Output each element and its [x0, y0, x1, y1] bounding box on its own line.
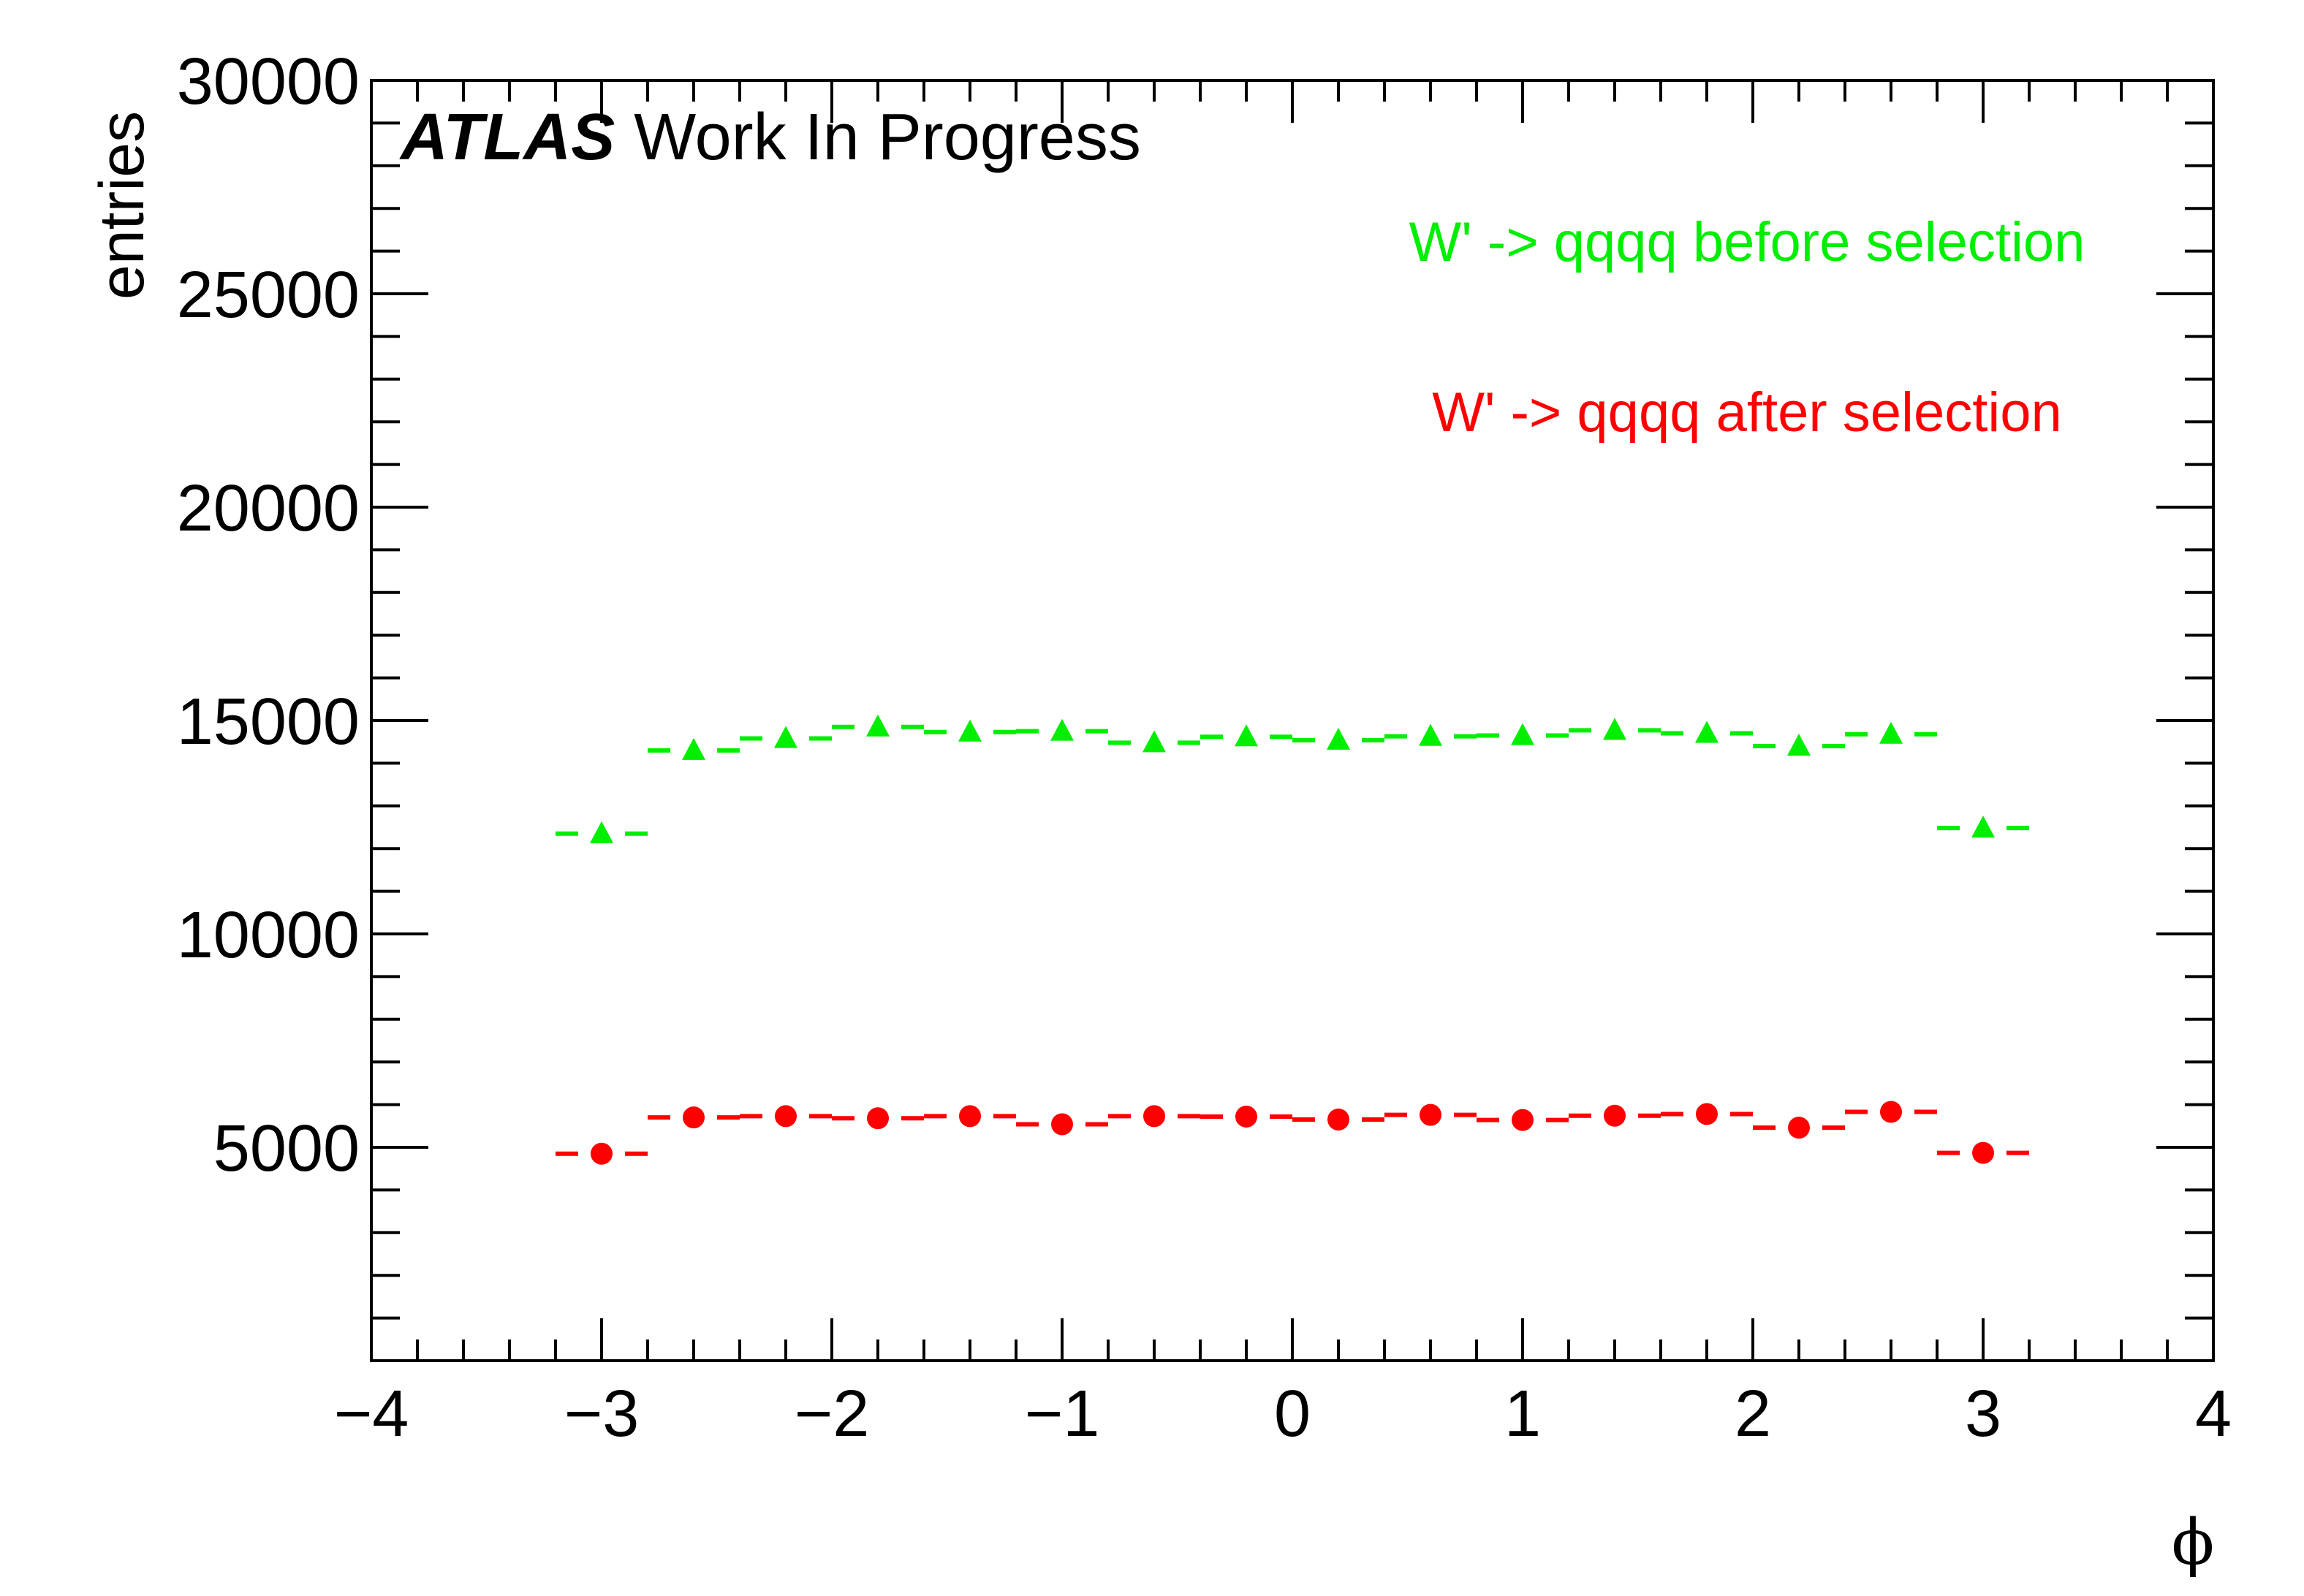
data-point	[1696, 1103, 1718, 1125]
y-tick-label: 30000	[177, 45, 360, 118]
atlas-status: Work In Progress	[634, 101, 1141, 174]
data-point	[1143, 1105, 1165, 1128]
data-point	[1327, 727, 1350, 750]
data-point	[774, 726, 797, 748]
x-tick-label: 1	[1504, 1378, 1541, 1451]
data-point	[958, 719, 982, 742]
data-point	[1604, 1104, 1626, 1127]
x-tick-label: −3	[564, 1378, 640, 1451]
x-tick-label: 0	[1274, 1378, 1311, 1451]
data-point	[1511, 723, 1534, 745]
data-point	[1327, 1109, 1349, 1131]
data-point	[1235, 724, 1258, 747]
data-point	[591, 1142, 613, 1165]
x-tick-label: −1	[1025, 1378, 1100, 1451]
data-point	[1788, 1117, 1810, 1139]
legend-before-selection: W' -> qqqq before selection	[1409, 211, 2085, 273]
x-tick-label: 2	[1735, 1378, 1771, 1451]
data-point	[1419, 723, 1442, 746]
x-tick-label: −4	[334, 1378, 409, 1451]
data-point	[1051, 1113, 1073, 1136]
data-point	[1512, 1109, 1534, 1131]
y-axis-label: entries	[87, 111, 157, 300]
x-tick-labels: −4 −3 −2 −1 0 1 2 3 4	[334, 1378, 2232, 1451]
data-point	[590, 821, 613, 843]
data-point	[1142, 730, 1166, 753]
x-tick-label: 4	[2195, 1378, 2232, 1451]
data-point	[1235, 1105, 1257, 1128]
atlas-experiment: ATLAS	[399, 101, 615, 174]
series-0	[556, 714, 2029, 843]
data-point	[866, 714, 890, 737]
x-axis-label: ϕ	[2172, 1506, 2215, 1579]
x-tick-label: 3	[1965, 1378, 2001, 1451]
data-point	[1695, 721, 1718, 743]
data-point	[1050, 718, 1074, 741]
data-point	[1787, 734, 1811, 756]
y-tick-labels: 5000 10000 15000 20000 25000 30000	[177, 45, 360, 1185]
y-tick-label: 25000	[177, 259, 360, 332]
y-tick-label: 20000	[177, 472, 360, 545]
y-tick-label: 15000	[177, 685, 360, 759]
data-point	[775, 1105, 797, 1128]
data-point	[867, 1107, 889, 1130]
legend-after-selection: W' -> qqqq after selection	[1432, 381, 2062, 444]
data-point	[1972, 1141, 1994, 1164]
y-tick-label: 5000	[213, 1112, 360, 1185]
data-point	[683, 1106, 705, 1129]
data-point	[1603, 718, 1626, 740]
data-series	[556, 714, 2029, 1165]
data-point	[959, 1105, 981, 1128]
x-tick-label: −2	[795, 1378, 870, 1451]
atlas-label: ATLAS Work In Progress	[399, 101, 1141, 174]
data-point	[1880, 1101, 1902, 1123]
series-1	[556, 1101, 2029, 1165]
data-point	[1971, 816, 1995, 838]
data-point	[1879, 721, 1903, 744]
axis-ticks	[370, 79, 2215, 1361]
data-point	[682, 737, 705, 760]
y-tick-label: 10000	[177, 899, 360, 972]
data-point	[1420, 1103, 1441, 1126]
